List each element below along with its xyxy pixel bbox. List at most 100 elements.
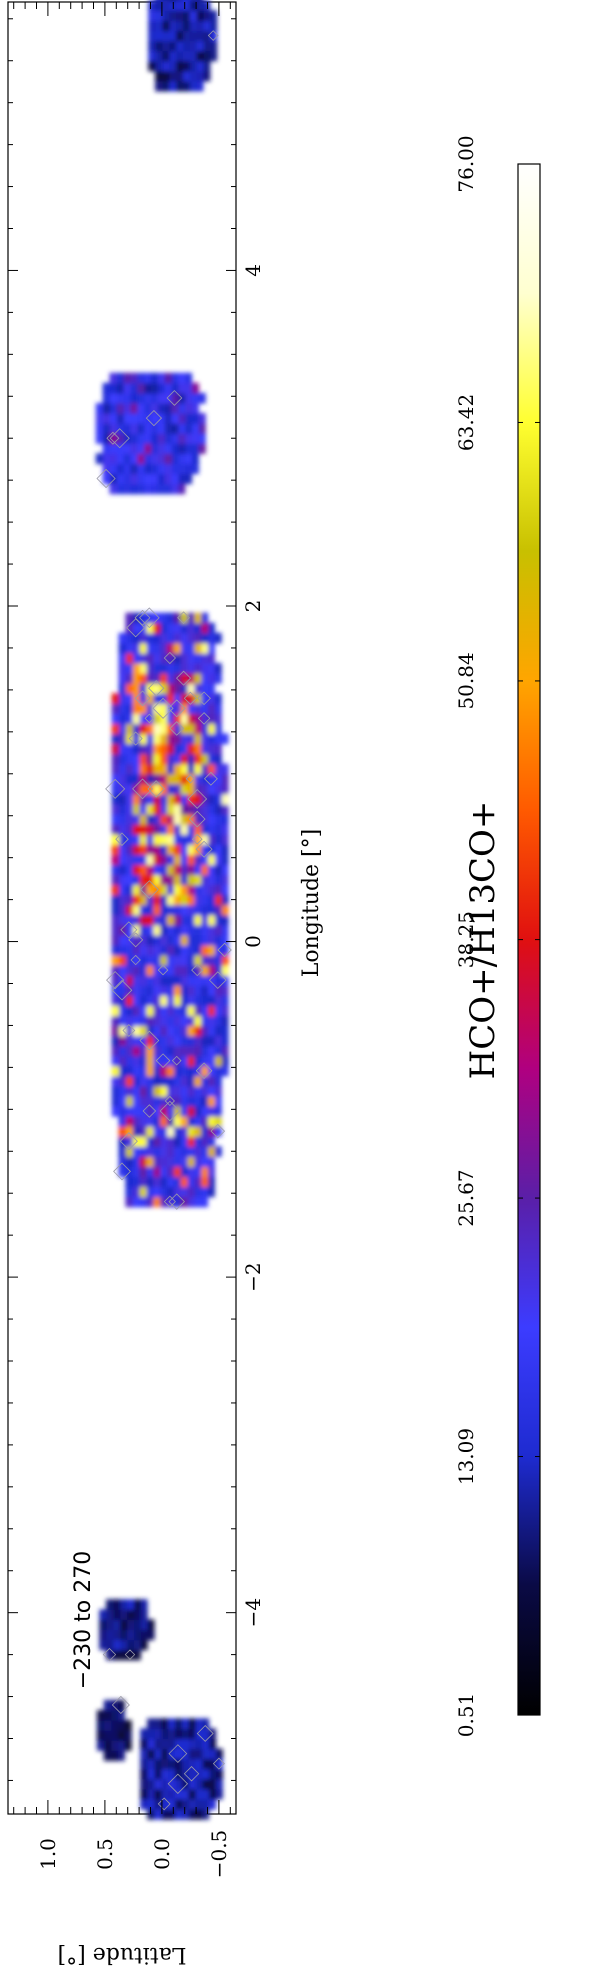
- map-cell: [173, 763, 181, 775]
- map-cell: [207, 703, 215, 714]
- map-cell: [111, 753, 120, 765]
- map-cell: [214, 965, 222, 976]
- map-cell: [153, 1788, 162, 1800]
- map-cell: [116, 382, 124, 394]
- map-cell: [166, 612, 174, 624]
- map-cell: [117, 1740, 125, 1751]
- map-cell: [201, 1788, 210, 1800]
- map-cell: [214, 763, 222, 775]
- map-cell: [186, 793, 195, 805]
- map-cell: [173, 965, 181, 976]
- map-cell: [166, 884, 174, 896]
- map-cell: [145, 1116, 154, 1127]
- map-cell: [109, 443, 117, 454]
- map-cell: [159, 793, 168, 805]
- map-cell: [152, 814, 161, 825]
- map-cell: [155, 40, 163, 52]
- map-cell: [193, 1045, 202, 1057]
- map-cell: [150, 402, 158, 414]
- map-cell: [173, 1196, 181, 1208]
- map-cell: [118, 1075, 127, 1087]
- map-cell: [184, 382, 193, 394]
- contour-line: [197, 691, 211, 706]
- map-cell: [180, 1045, 188, 1057]
- map-cell: [139, 1156, 147, 1167]
- map-cell: [117, 1699, 125, 1711]
- map-cell: [198, 413, 206, 424]
- map-cell: [173, 975, 181, 986]
- map-cell: [200, 1156, 209, 1167]
- map-cell: [186, 884, 195, 896]
- map-cell: [145, 894, 154, 906]
- map-cell: [140, 1629, 148, 1641]
- map-cell: [132, 975, 140, 986]
- map-cell: [193, 874, 202, 886]
- map-cell: [180, 1156, 188, 1167]
- map-cell: [109, 423, 117, 434]
- map-cell: [150, 473, 158, 485]
- map-cell: [139, 683, 147, 694]
- map-cell: [207, 1005, 215, 1016]
- map-cell: [160, 1768, 169, 1780]
- contour-line: [195, 1062, 213, 1080]
- map-cell: [186, 743, 195, 755]
- map-cell: [193, 743, 202, 755]
- map-cell: [215, 1758, 223, 1770]
- map-cell: [167, 1778, 176, 1790]
- map-cell: [209, 50, 218, 62]
- map-cell: [123, 382, 131, 394]
- map-cell: [186, 1126, 195, 1137]
- map-cell: [194, 1748, 203, 1760]
- map-cell: [207, 1015, 215, 1027]
- map-cell: [159, 1015, 168, 1027]
- map-cell: [167, 1748, 176, 1760]
- colorbar-title: HCO+/H13CO+: [463, 801, 503, 1080]
- map-cell: [214, 884, 222, 896]
- map-cell: [166, 894, 174, 906]
- map-cell: [145, 673, 154, 684]
- map-cell: [221, 914, 229, 926]
- map-cell: [173, 1045, 181, 1057]
- map-cell: [157, 372, 165, 384]
- map-cell: [196, 0, 204, 11]
- map-cell: [214, 1095, 222, 1107]
- map-cell: [152, 1126, 161, 1137]
- map-cell: [136, 413, 145, 424]
- map-cell: [180, 663, 188, 674]
- map-cell: [118, 723, 127, 735]
- map-cell: [207, 824, 215, 835]
- map-cell: [175, 10, 184, 22]
- map-cell: [109, 433, 117, 444]
- map-cell: [193, 713, 202, 725]
- map-cell: [152, 773, 161, 785]
- map-cell: [180, 1055, 188, 1067]
- map-cell: [159, 1136, 168, 1147]
- map-cell: [207, 1045, 215, 1057]
- map-cell: [140, 1748, 148, 1760]
- map-cell: [139, 663, 147, 674]
- map-cell: [221, 884, 229, 896]
- map-cell: [200, 894, 209, 906]
- map-cell: [180, 864, 188, 876]
- contour-line: [195, 840, 213, 858]
- map-cell: [139, 642, 147, 654]
- map-cell: [180, 743, 188, 755]
- map-cell: [186, 824, 195, 835]
- map-cell: [191, 382, 199, 394]
- map-cell: [106, 1649, 114, 1661]
- map-cell: [174, 1718, 182, 1730]
- map-cell: [125, 985, 133, 996]
- map-cell: [159, 884, 168, 896]
- map-cell: [160, 1758, 169, 1770]
- map-cell: [166, 1146, 174, 1157]
- map-cell: [160, 1718, 169, 1730]
- map-cell: [118, 934, 127, 946]
- map-cell: [139, 1186, 147, 1198]
- map-cell: [152, 934, 161, 946]
- map-cell: [125, 1045, 133, 1057]
- map-cell: [111, 793, 120, 805]
- contour-line: [134, 609, 151, 626]
- map-cell: [173, 1166, 181, 1178]
- map-cell: [173, 1075, 181, 1087]
